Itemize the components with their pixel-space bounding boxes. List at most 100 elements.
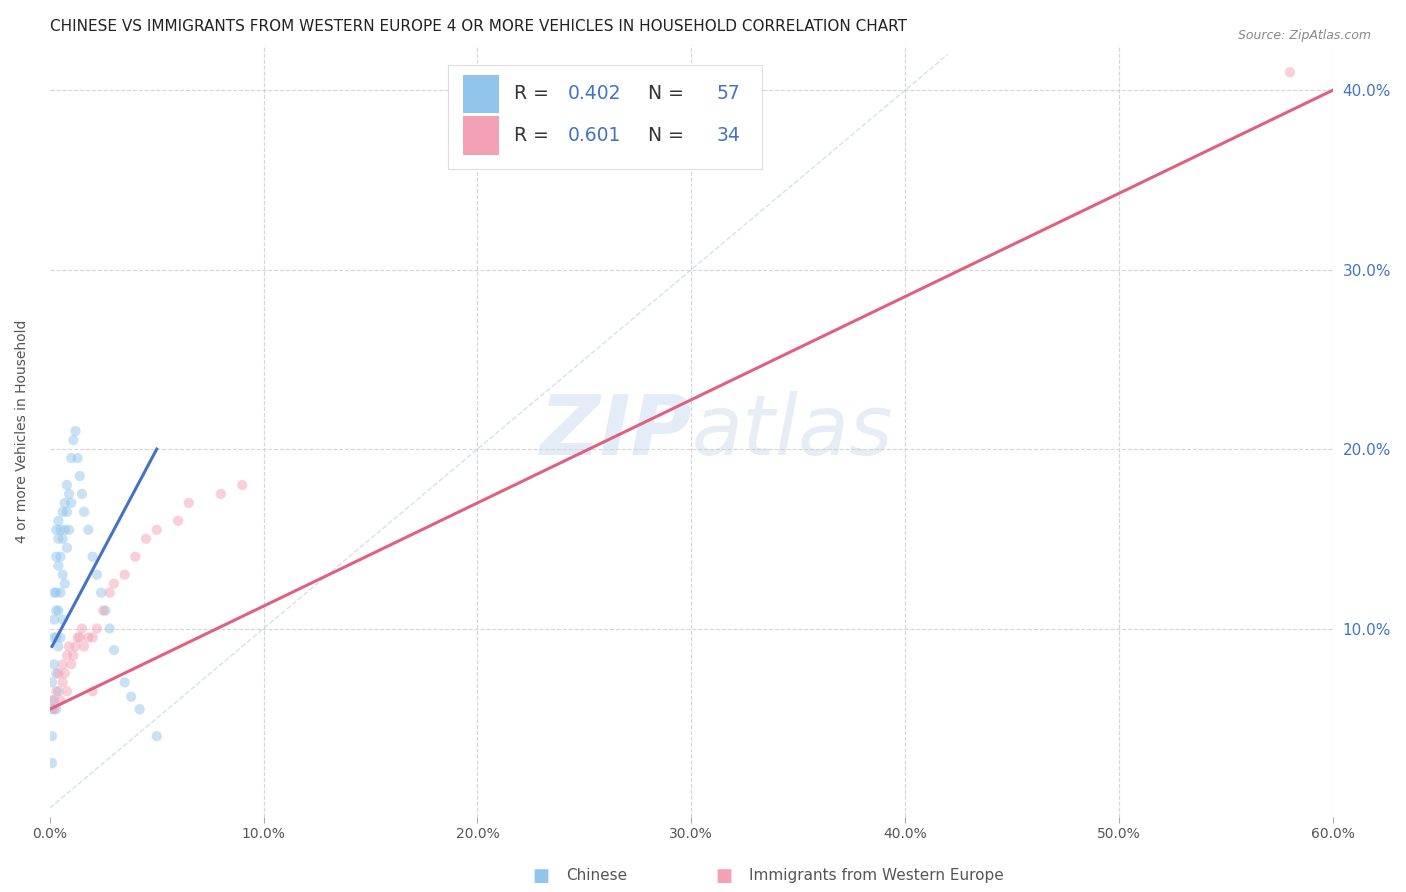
Point	[52, 657, 75, 672]
Text: 0.601: 0.601	[568, 126, 621, 145]
Point	[86, 622, 108, 636]
Point	[60, 496, 83, 510]
Point	[82, 549, 104, 564]
Point	[77, 631, 100, 645]
Point	[58, 523, 80, 537]
Point	[70, 622, 93, 636]
Text: R =: R =	[515, 85, 555, 103]
Point	[124, 549, 146, 564]
Point	[49, 585, 72, 599]
Point	[53, 496, 76, 510]
Point	[62, 433, 84, 447]
Point	[45, 585, 67, 599]
Point	[42, 702, 65, 716]
Text: ■: ■	[716, 867, 733, 885]
Point	[65, 640, 87, 654]
Point	[98, 622, 121, 636]
Point	[45, 523, 67, 537]
FancyBboxPatch shape	[447, 64, 762, 169]
Point	[94, 603, 117, 617]
Point	[58, 640, 80, 654]
Point	[114, 675, 136, 690]
Point	[73, 505, 96, 519]
Point	[103, 576, 125, 591]
Point	[48, 603, 70, 617]
Point	[56, 684, 79, 698]
Point	[48, 666, 70, 681]
Point	[82, 684, 104, 698]
Point	[90, 585, 112, 599]
FancyBboxPatch shape	[463, 75, 499, 113]
Point	[66, 450, 89, 465]
Point	[69, 631, 91, 645]
Text: CHINESE VS IMMIGRANTS FROM WESTERN EUROPE 4 OR MORE VEHICLES IN HOUSEHOLD CORREL: CHINESE VS IMMIGRANTS FROM WESTERN EUROP…	[49, 20, 907, 35]
Point	[66, 631, 89, 645]
Point	[41, 702, 63, 716]
Point	[114, 567, 136, 582]
Text: Chinese: Chinese	[567, 869, 627, 883]
Point	[77, 523, 100, 537]
Point	[91, 603, 114, 617]
Text: atlas: atlas	[692, 391, 893, 472]
Point	[53, 523, 76, 537]
Text: R =: R =	[515, 126, 555, 145]
Point	[49, 523, 72, 537]
Point	[45, 684, 67, 698]
Point	[53, 576, 76, 591]
Point	[41, 729, 63, 743]
Point	[52, 613, 75, 627]
Point	[70, 487, 93, 501]
Point	[65, 424, 87, 438]
Point	[48, 640, 70, 654]
Point	[120, 690, 142, 704]
Point	[86, 567, 108, 582]
Text: N =: N =	[636, 85, 690, 103]
Point	[53, 666, 76, 681]
Point	[167, 514, 190, 528]
Point	[135, 532, 157, 546]
Point	[145, 729, 167, 743]
Point	[41, 693, 63, 707]
Text: 57: 57	[717, 85, 741, 103]
Point	[1279, 65, 1302, 79]
Point	[41, 756, 63, 770]
Point	[177, 496, 200, 510]
Point	[49, 631, 72, 645]
Point	[82, 631, 104, 645]
Point	[56, 478, 79, 492]
Point	[41, 675, 63, 690]
Point	[45, 631, 67, 645]
Point	[145, 523, 167, 537]
Point	[49, 693, 72, 707]
Point	[52, 505, 75, 519]
Point	[60, 657, 83, 672]
Text: Immigrants from Western Europe: Immigrants from Western Europe	[749, 869, 1004, 883]
Point	[45, 702, 67, 716]
Point	[42, 631, 65, 645]
Text: 0.402: 0.402	[568, 85, 621, 103]
Y-axis label: 4 or more Vehicles in Household: 4 or more Vehicles in Household	[15, 319, 30, 543]
Point	[128, 702, 150, 716]
Point	[103, 643, 125, 657]
Point	[42, 585, 65, 599]
Point	[52, 532, 75, 546]
Point	[48, 558, 70, 573]
Point	[56, 505, 79, 519]
Text: Source: ZipAtlas.com: Source: ZipAtlas.com	[1237, 29, 1371, 42]
Point	[45, 666, 67, 681]
Point	[62, 648, 84, 663]
Point	[48, 514, 70, 528]
Point	[73, 640, 96, 654]
Text: ZIP: ZIP	[538, 391, 692, 472]
Point	[42, 657, 65, 672]
Point	[56, 541, 79, 555]
Point	[42, 613, 65, 627]
Point	[58, 487, 80, 501]
Point	[56, 648, 79, 663]
Point	[45, 549, 67, 564]
Point	[52, 675, 75, 690]
Point	[45, 603, 67, 617]
Text: N =: N =	[636, 126, 690, 145]
Point	[209, 487, 232, 501]
Text: 34: 34	[717, 126, 741, 145]
